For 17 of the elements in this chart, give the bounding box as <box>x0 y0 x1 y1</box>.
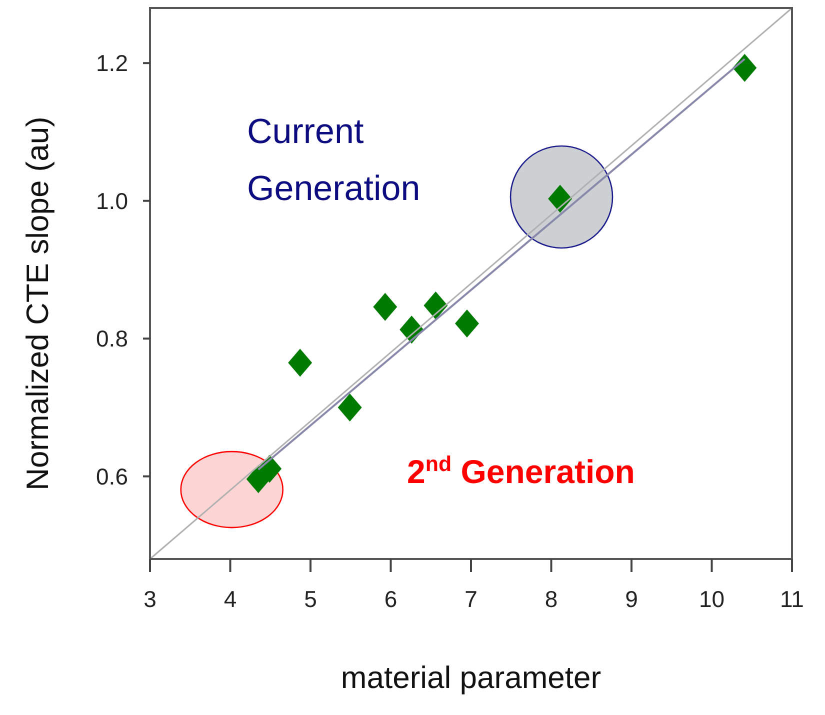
x-tick-label: 5 <box>304 586 317 612</box>
y-tick-label: 1.2 <box>96 50 128 76</box>
x-tick-label: 11 <box>780 586 804 612</box>
x-tick-label: 4 <box>224 586 237 612</box>
x-tick-label: 3 <box>144 586 156 612</box>
x-axis-title: material parameter <box>340 660 602 695</box>
y-tick-label: 0.8 <box>96 326 128 352</box>
annotation: 2$^{nd}$ Generation <box>407 452 635 490</box>
y-tick-label: 0.6 <box>96 463 128 490</box>
x-tick-label: 8 <box>544 586 558 612</box>
x-tick-label: 7 <box>464 586 478 612</box>
x-tick-label: 9 <box>625 586 638 612</box>
annotation: Current Generation <box>247 112 420 208</box>
x-tick-label: 6 <box>384 586 398 612</box>
y-tick-label: 1.0 <box>96 188 128 214</box>
x-tick-label: 10 <box>698 586 725 612</box>
y-axis-title: Normalized CTE slope (au) <box>20 116 55 490</box>
